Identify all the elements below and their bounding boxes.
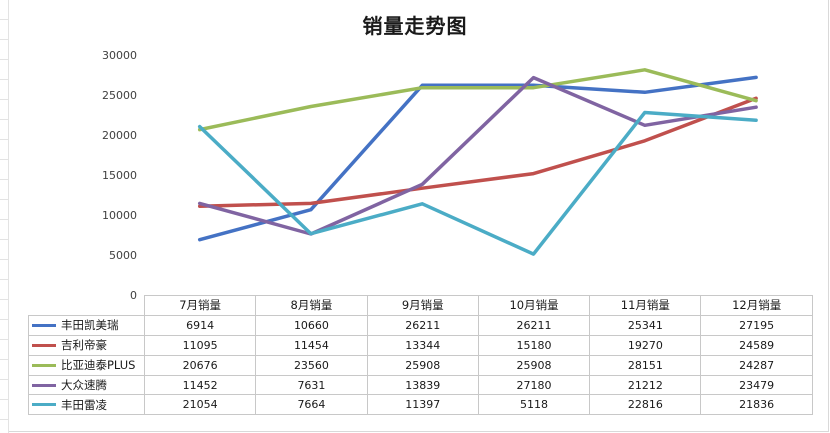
y-tick-label: 15000 — [102, 169, 137, 182]
table-row: 比亚迪泰PLUS 20676 23560 25908 25908 28151 24287 — [28, 354, 813, 376]
y-tick-label: 25000 — [102, 89, 137, 102]
table-row: 吉利帝豪 11095 11454 13344 15180 19270 24589 — [28, 334, 813, 356]
category-label: 12月销量 — [700, 295, 813, 316]
legend-key-icon — [32, 363, 56, 367]
series-name: 比亚迪泰PLUS — [61, 358, 136, 373]
data-value-label: 23560 — [255, 354, 368, 376]
series-line-5 — [197, 110, 758, 256]
data-value-label: 5118 — [477, 394, 591, 416]
series-name: 大众速腾 — [61, 378, 107, 392]
data-value-label: 13839 — [366, 374, 479, 396]
y-tick-label: 10000 — [102, 209, 137, 222]
category-label: 8月销量 — [255, 295, 368, 316]
data-value-label: 21836 — [700, 394, 813, 416]
table-row: 大众速腾 11452 7631 13839 27180 21212 23479 — [28, 374, 813, 396]
category-label: 9月销量 — [366, 295, 479, 316]
data-value-label: 26211 — [477, 314, 591, 336]
series-name: 吉利帝豪 — [61, 338, 107, 353]
series-line-2 — [197, 96, 758, 208]
data-value-label: 28151 — [589, 354, 702, 376]
series-legend-cell: 丰田凯美瑞 — [28, 314, 145, 336]
data-value-label: 20676 — [143, 354, 257, 376]
data-value-label: 22816 — [589, 394, 702, 416]
table-corner — [28, 295, 145, 316]
data-table: 7月销量 8月销量 9月销量 10月销量 11月销量 12月销量 丰田凯美瑞 6914 106… — [28, 295, 813, 416]
data-value-label: 26211 — [366, 314, 479, 336]
chart-title: 销量走势图 — [362, 14, 468, 38]
spreadsheet-gridlines — [0, 0, 9, 433]
data-value-label: 25341 — [589, 314, 702, 336]
data-value-label: 11452 — [143, 374, 257, 396]
table-row: 丰田凯美瑞 6914 10660 26211 26211 25341 27195 — [28, 314, 813, 336]
category-label: 10月销量 — [477, 295, 591, 316]
legend-key-icon — [32, 323, 56, 327]
data-value-label: 21212 — [589, 374, 702, 396]
data-value-label: 25908 — [477, 354, 591, 376]
series-legend-cell: 吉利帝豪 — [28, 334, 145, 356]
series-legend-cell: 比亚迪泰PLUS — [28, 354, 145, 376]
y-tick-label: 5000 — [109, 249, 137, 262]
data-value-label: 15180 — [477, 334, 591, 356]
series-legend-cell: 大众速腾 — [28, 374, 145, 396]
data-value-label: 11397 — [366, 394, 479, 416]
category-label: 11月销量 — [589, 295, 702, 316]
data-value-label: 11454 — [255, 334, 368, 356]
series-line-4 — [197, 75, 758, 236]
data-value-label: 23479 — [700, 374, 813, 396]
data-value-label: 24589 — [700, 334, 813, 356]
data-value-label: 19270 — [589, 334, 702, 356]
data-value-label: 24287 — [700, 354, 813, 376]
data-value-label: 25908 — [366, 354, 479, 376]
series-legend-cell: 丰田雷凌 — [28, 394, 145, 416]
legend-key-icon — [32, 403, 56, 407]
series-line-3 — [197, 68, 758, 132]
legend-key-icon — [32, 343, 56, 347]
data-value-label: 13344 — [366, 334, 479, 356]
data-value-label: 27195 — [700, 314, 813, 336]
series-name: 丰田雷凌 — [61, 397, 107, 412]
data-value-label: 11095 — [143, 334, 257, 356]
data-value-label: 10660 — [255, 314, 368, 336]
table-row: 丰田雷凌 21054 7664 11397 5118 22816 21836 — [28, 394, 813, 416]
series-name: 丰田凯美瑞 — [61, 318, 119, 333]
data-value-label: 7631 — [255, 374, 368, 396]
category-label: 7月销量 — [143, 295, 257, 316]
data-value-label: 6914 — [143, 314, 257, 336]
data-value-label: 7664 — [255, 394, 368, 416]
y-tick-label: 30000 — [102, 49, 137, 62]
data-value-label: 27180 — [477, 374, 591, 396]
legend-key-icon — [32, 383, 56, 387]
series-line-1 — [197, 75, 758, 242]
y-tick-label: 20000 — [102, 129, 137, 142]
data-value-label: 21054 — [143, 394, 257, 416]
